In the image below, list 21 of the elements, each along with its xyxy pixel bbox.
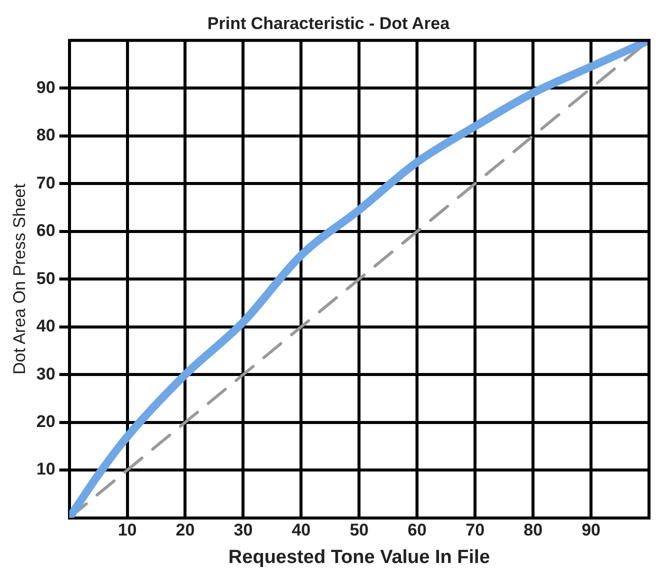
x-tick-label: 10 (118, 520, 137, 540)
y-tick-label: 50 (36, 268, 56, 288)
x-axis-title: Requested Tone Value In File (228, 546, 490, 568)
y-tick-label: 10 (36, 460, 56, 479)
x-tick-label: 70 (466, 520, 485, 540)
x-tick-label: 90 (582, 520, 600, 540)
x-tick-label: 60 (408, 520, 427, 540)
y-tick-label: 70 (36, 173, 56, 192)
y-tick-label: 40 (36, 316, 56, 336)
y-tick-label: 90 (36, 78, 56, 97)
x-tick-label: 50 (350, 520, 369, 540)
y-tick-label: 80 (36, 126, 56, 145)
x-tick-label: 30 (234, 520, 253, 540)
x-tick-label: 20 (176, 520, 195, 540)
y-tick-label: 60 (36, 221, 56, 240)
y-axis-title: Dot Area On Press Sheet (10, 183, 29, 375)
y-tick-label: 30 (36, 364, 56, 384)
y-tick-label: 20 (36, 412, 56, 432)
chart-title: Print Characteristic - Dot Area (207, 14, 450, 33)
x-tick-label: 80 (524, 520, 543, 540)
x-tick-label: 40 (292, 520, 311, 540)
